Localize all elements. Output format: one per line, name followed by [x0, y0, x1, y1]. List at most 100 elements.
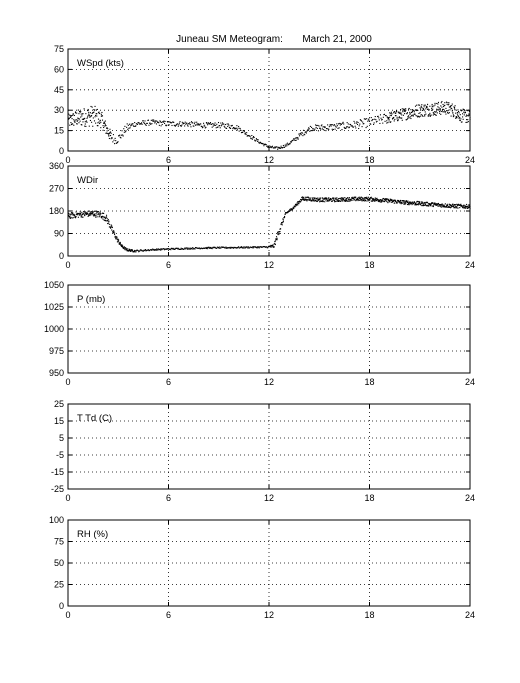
data-point	[405, 200, 407, 203]
data-point	[118, 135, 120, 137]
data-point	[84, 214, 86, 216]
data-point	[91, 211, 93, 213]
data-point	[335, 198, 337, 200]
data-point	[276, 239, 278, 241]
data-point	[444, 111, 446, 113]
data-point	[264, 246, 266, 248]
data-point	[342, 198, 344, 200]
data-point	[104, 216, 106, 218]
data-point	[149, 122, 151, 124]
data-point	[99, 211, 101, 213]
data-point	[107, 223, 109, 225]
data-point	[401, 200, 403, 202]
data-point	[416, 109, 418, 111]
data-point	[362, 197, 364, 199]
data-point	[451, 205, 453, 208]
data-point	[95, 216, 97, 218]
data-point	[273, 243, 275, 245]
data-point	[146, 122, 148, 124]
data-point	[126, 126, 128, 128]
data-point	[218, 125, 220, 127]
data-point	[259, 142, 261, 144]
data-point	[112, 230, 114, 232]
data-point	[444, 104, 446, 106]
data-point	[97, 118, 100, 120]
data-point	[454, 105, 456, 107]
data-point	[380, 117, 382, 119]
data-point	[382, 116, 384, 118]
data-point	[454, 204, 456, 206]
data-point	[297, 136, 299, 139]
data-point	[81, 211, 83, 213]
data-point	[88, 111, 90, 113]
data-point	[427, 115, 429, 117]
data-point	[422, 115, 424, 117]
data-point	[317, 130, 319, 132]
data-point	[129, 249, 131, 251]
data-point	[420, 108, 422, 110]
data-point	[428, 202, 430, 205]
data-point	[223, 125, 225, 127]
data-point	[180, 125, 182, 127]
data-point	[445, 107, 447, 109]
data-point	[304, 134, 306, 136]
data-point	[359, 199, 361, 201]
data-point	[463, 111, 465, 113]
data-point	[315, 124, 317, 126]
data-point	[277, 234, 279, 236]
data-point	[108, 226, 110, 228]
data-point	[408, 107, 410, 109]
x-tick-label: 6	[166, 610, 171, 620]
data-point	[215, 127, 217, 129]
data-point	[300, 201, 302, 203]
data-point	[448, 103, 450, 105]
data-point	[327, 197, 329, 199]
data-point	[359, 197, 361, 199]
data-point	[103, 216, 105, 218]
data-point	[439, 108, 441, 110]
data-point	[75, 216, 77, 218]
data-point	[248, 247, 250, 249]
data-point	[381, 199, 383, 201]
data-point	[231, 125, 233, 127]
data-point	[371, 200, 373, 202]
data-point	[103, 219, 105, 221]
data-point	[228, 124, 230, 126]
data-point	[278, 147, 280, 149]
data-point	[457, 109, 459, 111]
data-point	[249, 135, 251, 137]
data-point	[144, 250, 146, 252]
data-point	[441, 203, 444, 205]
data-point	[428, 115, 430, 117]
data-point	[84, 125, 86, 127]
data-point	[161, 248, 163, 250]
data-point	[119, 242, 121, 245]
data-point	[441, 205, 443, 207]
data-point	[290, 209, 292, 211]
data-point	[282, 218, 284, 220]
data-point	[429, 205, 431, 207]
data-point	[108, 223, 110, 225]
data-point	[387, 118, 389, 120]
data-point	[370, 197, 372, 199]
data-point	[436, 102, 438, 105]
data-point	[218, 247, 220, 249]
data-point	[282, 221, 284, 223]
data-point	[331, 200, 333, 202]
data-point	[391, 199, 393, 201]
data-point	[363, 199, 365, 201]
data-point	[259, 141, 261, 143]
data-point	[364, 118, 366, 120]
data-point	[366, 118, 368, 120]
data-point	[265, 144, 267, 146]
data-point	[270, 244, 272, 246]
data-point	[381, 119, 383, 121]
data-point	[82, 213, 84, 215]
data-point	[404, 113, 406, 115]
data-point	[462, 207, 464, 209]
data-point	[270, 246, 272, 248]
data-point	[351, 125, 353, 127]
data-point	[339, 197, 341, 200]
data-point	[356, 121, 358, 123]
data-point	[192, 122, 194, 124]
